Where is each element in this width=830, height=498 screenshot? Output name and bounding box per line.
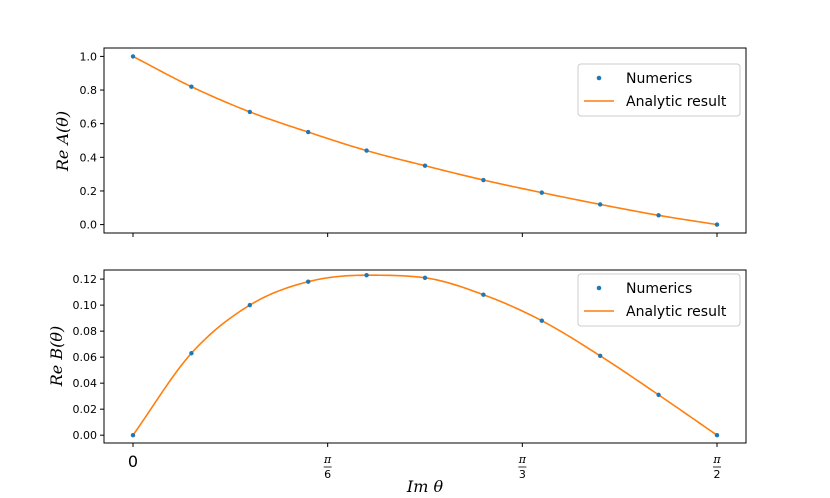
x-tick-label: π6 [323, 453, 332, 481]
x-tick-label-numerator: π [323, 453, 332, 466]
bottom-legend-numerics-label: Numerics [626, 281, 692, 297]
top-y-ticks: 0.0 0.2 0.4 0.6 0.8 1.0 [80, 50, 104, 232]
numerics-point [247, 109, 253, 115]
y-tick-label: 0.6 [80, 118, 98, 131]
top-legend: Numerics Analytic result [577, 63, 741, 117]
bottom-y-axis-label: Re B(θ) [47, 326, 66, 387]
numerics-point [481, 292, 486, 297]
numerics-point [364, 148, 369, 153]
numerics-point [539, 190, 545, 195]
top-legend-numerics-marker [596, 75, 602, 81]
y-tick-label: 0.00 [73, 429, 98, 442]
y-tick-label: 0.0 [80, 219, 98, 232]
y-tick-label: 1.0 [80, 50, 98, 63]
bottom-legend-box [577, 273, 741, 327]
bottom-legend-analytic-label: Analytic result [626, 304, 727, 320]
numerics-point [597, 202, 603, 207]
bottom-legend: Numerics Analytic result [577, 273, 741, 327]
top-y-axis-label: Re A(θ) [53, 111, 72, 172]
numerics-point [597, 353, 603, 359]
x-tick-label-numerator: π [712, 453, 721, 466]
top-legend-analytic-label: Analytic result [626, 94, 727, 110]
numerics-point [422, 163, 428, 168]
y-tick-label: 0.04 [73, 377, 98, 390]
y-tick-label: 0.8 [80, 84, 98, 97]
top-plot-frame [103, 47, 747, 234]
numerics-point [364, 273, 369, 278]
y-tick-label: 0.08 [73, 325, 98, 338]
numerics-point [714, 432, 720, 438]
numerics-point [305, 129, 311, 135]
x-tick-label: π3 [518, 453, 527, 481]
top-series [130, 54, 720, 227]
top-x-ticks [132, 233, 718, 237]
numerics-point [539, 318, 545, 323]
numerics-point [130, 432, 136, 438]
x-tick-label: 0 [128, 452, 138, 471]
top-legend-numerics-label: Numerics [626, 71, 692, 87]
numerics-point [714, 222, 720, 227]
bottom-series [130, 273, 720, 438]
bottom-y-ticks: 0.00 0.02 0.04 0.06 0.08 0.10 0.12 [73, 273, 104, 442]
top-legend-box [577, 63, 741, 117]
y-tick-label: 0.2 [80, 185, 98, 198]
y-tick-label: 0.06 [73, 351, 98, 364]
numerics-point [130, 54, 136, 59]
numerics-point [305, 279, 311, 284]
numerics-point [247, 302, 253, 308]
x-tick-label-numerator: π [518, 453, 527, 466]
numerics-point [656, 392, 661, 398]
x-tick-label-denominator: 6 [324, 468, 331, 481]
y-tick-label: 0.10 [73, 299, 98, 312]
top-panel: 0.0 0.2 0.4 0.6 0.8 1.0 Re A(θ) Numerics Anal… [53, 47, 747, 237]
x-axis-label: Im θ [406, 477, 444, 496]
bottom-plot-frame [103, 269, 747, 444]
x-tick-label-denominator: 3 [519, 468, 526, 481]
y-tick-label: 0.4 [80, 151, 98, 164]
numerics-point [189, 84, 194, 89]
y-tick-label: 0.02 [73, 403, 98, 416]
x-tick-label: π2 [712, 453, 721, 481]
y-tick-label: 0.12 [73, 273, 98, 286]
numerics-point [481, 177, 486, 183]
numerics-point [189, 351, 194, 356]
numerics-point [422, 275, 428, 281]
x-tick-label-denominator: 2 [714, 468, 721, 481]
numerics-point [656, 213, 661, 218]
bottom-legend-numerics-marker [596, 285, 602, 291]
